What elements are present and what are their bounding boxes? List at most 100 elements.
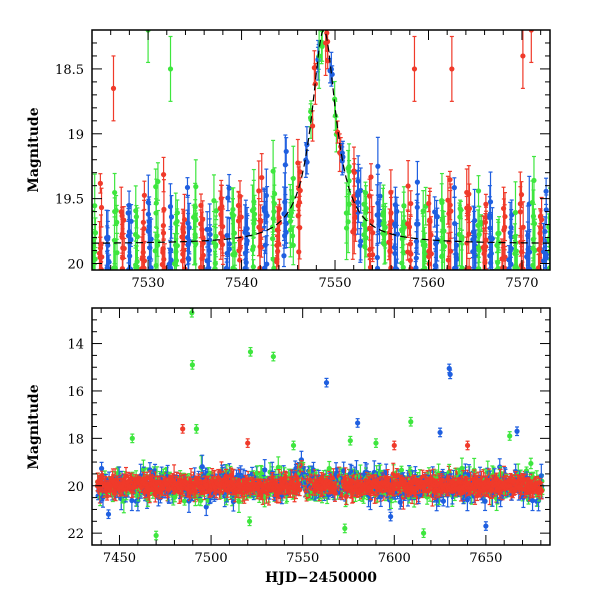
- data-point-red: [427, 217, 433, 223]
- data-point-green: [230, 251, 236, 258]
- data-point-red: [97, 180, 103, 186]
- data-point-red: [350, 229, 356, 235]
- data-point-red: [518, 192, 525, 198]
- top-ticks: 7530 7540 7550 7560 7570 18.5 19 19.5 20: [55, 29, 550, 291]
- data-point-red: [141, 192, 147, 198]
- data-point-red: [368, 174, 374, 180]
- data-point-blue: [451, 185, 457, 191]
- data-point-red: [366, 193, 373, 199]
- data-point-green: [289, 233, 296, 239]
- data-point-green: [363, 205, 369, 212]
- data-point-red: [323, 40, 329, 46]
- x-tick-label: 7570: [505, 276, 538, 291]
- data-point-blue: [204, 226, 210, 232]
- data-point-red: [141, 225, 147, 232]
- data-point-blue: [377, 193, 383, 199]
- data-point-blue: [526, 266, 533, 270]
- data-point-blue: [125, 210, 131, 216]
- data-point-blue: [243, 226, 249, 233]
- data-point-red: [180, 251, 186, 257]
- data-point-green: [153, 200, 159, 206]
- top-y-axis-title: Magnitude: [26, 107, 42, 192]
- data-point-blue: [452, 220, 458, 227]
- data-point-blue: [145, 211, 152, 217]
- x-tick-label: 7550: [318, 276, 351, 291]
- data-point-blue: [543, 251, 550, 258]
- data-point-red: [141, 258, 148, 264]
- bottom-data-layer: [94, 308, 545, 541]
- data-point-red: [110, 85, 117, 91]
- data-point-green: [530, 236, 536, 242]
- data-point-blue: [205, 265, 212, 270]
- data-point-blue: [487, 215, 493, 221]
- data-point-blue: [281, 253, 287, 259]
- data-point-red: [274, 259, 280, 265]
- data-point-blue: [358, 238, 364, 244]
- data-point-red: [483, 201, 489, 207]
- data-point-green: [92, 230, 99, 236]
- data-point-red: [448, 248, 454, 254]
- data-point-green: [271, 201, 277, 207]
- data-point-green: [211, 198, 217, 204]
- data-point-blue: [303, 157, 309, 163]
- data-point-blue: [283, 220, 289, 227]
- data-point-blue: [487, 234, 494, 241]
- data-point-blue: [375, 163, 381, 169]
- y-tick-label: 20: [67, 258, 84, 273]
- data-point-red: [98, 266, 104, 270]
- data-point-green: [193, 217, 199, 223]
- data-point-green: [362, 244, 368, 250]
- data-point-green: [212, 266, 218, 270]
- data-point-green: [92, 203, 98, 209]
- data-point-red: [296, 249, 302, 255]
- data-point-red: [411, 66, 418, 72]
- data-point-red: [448, 208, 454, 214]
- data-point-blue: [543, 188, 549, 194]
- data-point-blue: [224, 266, 230, 270]
- data-point-green: [289, 195, 296, 201]
- data-point-green: [92, 250, 96, 256]
- data-point-blue: [262, 467, 268, 473]
- data-point-green: [459, 235, 465, 242]
- data-point-blue: [488, 250, 494, 257]
- data-point-blue: [454, 256, 460, 262]
- data-point-green: [457, 214, 463, 220]
- data-point-red: [352, 215, 358, 221]
- data-point-green: [401, 220, 407, 227]
- data-point-blue: [226, 246, 232, 252]
- data-point-green: [111, 237, 118, 243]
- data-point-red: [123, 473, 129, 479]
- data-point-green: [134, 264, 140, 270]
- data-point-green: [173, 249, 179, 255]
- data-point-blue: [394, 231, 401, 237]
- y-tick-label: 18.5: [55, 63, 84, 78]
- x-tick-label: 7540: [225, 276, 258, 291]
- data-point-green: [192, 204, 198, 210]
- data-point-green: [192, 234, 198, 240]
- data-point-red: [200, 252, 206, 258]
- data-point-blue: [339, 150, 345, 156]
- data-point-green: [420, 242, 427, 248]
- data-point-green: [287, 227, 294, 233]
- data-point-red: [538, 236, 544, 242]
- data-point-blue: [470, 236, 476, 243]
- data-point-blue: [355, 189, 361, 195]
- data-point-red: [520, 53, 526, 59]
- data-point-blue: [414, 204, 420, 210]
- data-point-blue: [394, 208, 400, 214]
- data-point-blue: [184, 234, 191, 241]
- data-point-green: [380, 221, 386, 227]
- data-point-red: [121, 245, 127, 252]
- data-point-red: [324, 30, 330, 36]
- data-point-red: [259, 174, 265, 181]
- x-tick-label: 7530: [132, 276, 165, 291]
- data-point-blue: [525, 232, 531, 239]
- data-point-green: [346, 201, 352, 207]
- data-point-green: [475, 188, 482, 194]
- data-point-green: [269, 236, 276, 242]
- data-point-blue: [207, 237, 213, 243]
- data-point-red: [408, 200, 414, 207]
- data-point-red: [535, 265, 542, 270]
- data-point-green: [174, 210, 180, 216]
- data-point-green: [132, 231, 139, 238]
